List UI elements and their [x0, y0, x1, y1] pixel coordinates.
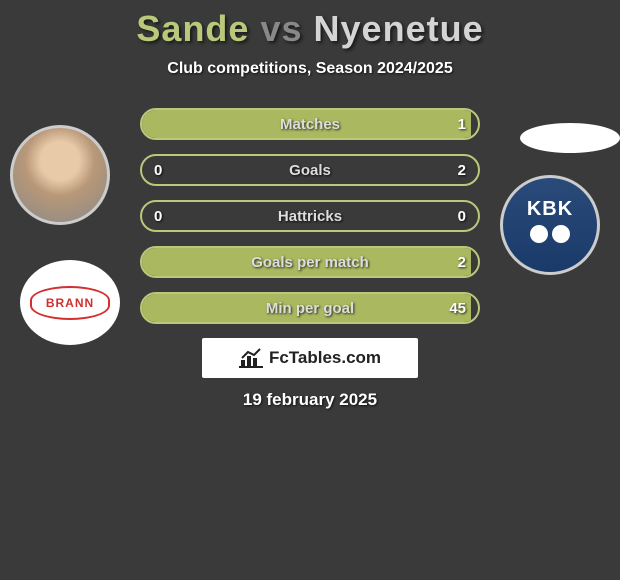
- stat-value-right: 1: [458, 116, 466, 133]
- stat-value-right: 2: [458, 162, 466, 179]
- date: 19 february 2025: [0, 390, 620, 410]
- club2-logo: KBK: [500, 175, 600, 275]
- player1-avatar: [10, 125, 110, 225]
- player2-name: Nyenetue: [314, 8, 484, 49]
- player2-avatar: [520, 123, 620, 153]
- comparison-card: Sande vs Nyenetue Club competitions, Sea…: [0, 0, 620, 410]
- watermark-text: FcTables.com: [269, 348, 381, 368]
- vs-text: vs: [260, 8, 302, 49]
- stat-value-right: 0: [458, 208, 466, 225]
- title: Sande vs Nyenetue: [0, 8, 620, 50]
- stat-value-right: 45: [449, 300, 466, 317]
- stat-row: 0Goals2: [140, 154, 480, 186]
- stat-row: Matches1: [140, 108, 480, 140]
- player1-name: Sande: [136, 8, 249, 49]
- chart-icon: [239, 348, 263, 368]
- stat-row: Goals per match2: [140, 246, 480, 278]
- stat-bars: Matches10Goals20Hattricks0Goals per matc…: [140, 108, 480, 324]
- stat-value-right: 2: [458, 254, 466, 271]
- stat-label: Min per goal: [142, 300, 478, 317]
- stat-label: Goals per match: [142, 254, 478, 271]
- stat-label: Hattricks: [142, 208, 478, 225]
- stat-row: Min per goal45: [140, 292, 480, 324]
- club1-text: BRANN: [30, 286, 110, 320]
- stat-row: 0Hattricks0: [140, 200, 480, 232]
- watermark: FcTables.com: [202, 338, 418, 378]
- club2-owl-icon: [528, 223, 572, 253]
- subtitle: Club competitions, Season 2024/2025: [0, 60, 620, 78]
- stat-label: Matches: [142, 116, 478, 133]
- club1-logo: BRANN: [20, 260, 120, 345]
- stat-label: Goals: [142, 162, 478, 179]
- club2-text: KBK: [527, 198, 573, 221]
